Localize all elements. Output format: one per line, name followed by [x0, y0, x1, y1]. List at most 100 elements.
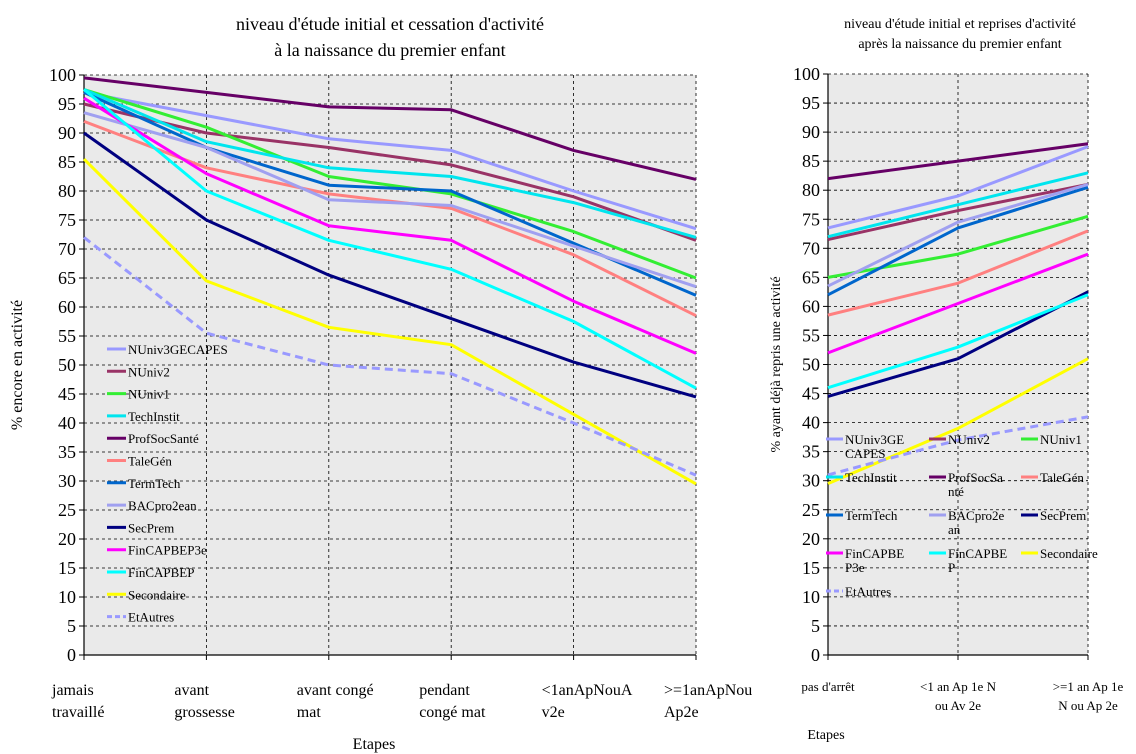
- legend-label: TermTech: [128, 476, 181, 491]
- y-tick-label: 85: [58, 152, 76, 172]
- legend-label: nté: [948, 484, 964, 499]
- y-tick-label: 15: [802, 558, 820, 578]
- x-tick-label: travaillé: [52, 704, 104, 721]
- series-line-SecPrem: [827, 290, 1089, 398]
- legend-label: BACpro2ean: [128, 498, 197, 513]
- legend-label: NUniv3GECAPES: [128, 342, 228, 357]
- legend-label: NUniv1: [128, 387, 170, 402]
- legend-label: an: [948, 522, 961, 537]
- y-tick-label: 25: [802, 500, 820, 520]
- series-line-FinCAPBEP: [827, 293, 1089, 390]
- x-tick-label: v2e: [542, 704, 565, 721]
- y-tick-label: 75: [802, 209, 820, 229]
- y-tick-label: 0: [67, 645, 76, 665]
- series-line-BACpro2ean: [827, 182, 1089, 288]
- legend-label: EtAutres: [845, 584, 891, 599]
- x-tick-label: avant: [174, 682, 209, 699]
- series-line-EtAutres: [827, 415, 1089, 477]
- legend-label: P: [948, 560, 955, 575]
- series-line-Secondaire: [82, 158, 697, 486]
- y-tick-label: 5: [811, 616, 820, 636]
- y-tick-label: 20: [58, 529, 76, 549]
- legend-label: NUniv2: [128, 364, 170, 379]
- y-tick-label: 55: [802, 325, 820, 345]
- y-tick-label: 60: [802, 296, 820, 316]
- y-tick-label: 100: [49, 65, 76, 85]
- x-tick-label: pas d'arrêt: [801, 679, 855, 694]
- legend-label: SecPrem: [1040, 508, 1086, 523]
- chart-title-line: à la naissance du premier enfant: [274, 40, 505, 60]
- legend-label: TechInstit: [128, 409, 180, 424]
- y-tick-label: 30: [58, 471, 76, 491]
- series-line-Secondaire: [827, 357, 1089, 485]
- series-line-ProfSocSanté: [827, 142, 1089, 181]
- x-tick-label: grossesse: [174, 704, 234, 721]
- y-tick-label: 15: [58, 558, 76, 578]
- y-tick-label: 60: [58, 297, 76, 317]
- chart-reprises: niveau d'étude initial et reprises d'act…: [769, 17, 1124, 743]
- x-tick-label: >=1anApNou: [664, 682, 752, 699]
- y-tick-label: 45: [802, 384, 820, 404]
- y-tick-label: 70: [802, 238, 820, 258]
- series-line-TaleGén: [827, 229, 1089, 317]
- series-line-FinCAPBEP3e: [83, 96, 697, 355]
- x-axis-label: Etapes: [807, 728, 844, 743]
- y-tick-label: 45: [58, 384, 76, 404]
- series-line-TechInstit: [83, 88, 697, 239]
- legend-label: TaleGén: [1040, 470, 1084, 485]
- y-tick-label: 95: [802, 93, 820, 113]
- legend-label: FinCAPBEP: [128, 565, 194, 580]
- x-tick-label: Ap2e: [664, 704, 699, 721]
- series-line-SecPrem: [83, 131, 697, 399]
- legend-label: Secondaire: [1040, 546, 1098, 561]
- legend-label: FinCAPBE: [948, 546, 1007, 561]
- legend-label: P3e: [845, 560, 865, 575]
- y-tick-label: 70: [58, 239, 76, 259]
- x-tick-label: mat: [297, 704, 322, 721]
- series-line-BACpro2ean: [83, 111, 697, 289]
- x-tick-label: pendant: [419, 682, 470, 699]
- legend-label: BACpro2e: [948, 508, 1005, 523]
- legend-label: SecPrem: [128, 520, 174, 535]
- legend-label: ProfSocSanté: [128, 431, 199, 446]
- series-line-TermTech: [827, 185, 1089, 297]
- y-tick-label: 85: [802, 151, 820, 171]
- legend-label: NUniv1: [1040, 432, 1082, 447]
- y-tick-label: 75: [58, 210, 76, 230]
- series-line-FinCAPBEP3e: [827, 252, 1089, 355]
- x-tick-label: >=1 an Ap 1e: [1053, 679, 1124, 694]
- x-tick-label: <1 an Ap 1e N: [920, 679, 997, 694]
- series-line-EtAutres: [83, 236, 697, 477]
- x-tick-label: <1anApNouA: [542, 682, 633, 699]
- y-tick-label: 55: [58, 326, 76, 346]
- legend-label: FinCAPBE: [845, 546, 904, 561]
- series-line-NUniv3GECAPES: [83, 90, 697, 231]
- y-tick-label: 40: [58, 413, 76, 433]
- legend-label: ProfSocSa: [948, 470, 1003, 485]
- y-tick-label: 50: [58, 355, 76, 375]
- legend-label: EtAutres: [128, 610, 174, 625]
- series-line-NUniv2: [827, 182, 1089, 242]
- x-tick-label: N ou Ap 2e: [1058, 698, 1118, 713]
- legend-label: FinCAPBEP3e: [128, 543, 207, 558]
- y-tick-label: 35: [58, 442, 76, 462]
- series-line-TechInstit: [827, 171, 1089, 239]
- x-axis-label: Etapes: [353, 736, 396, 753]
- series-line-NUniv2: [83, 102, 697, 242]
- legend-label: Secondaire: [128, 587, 186, 602]
- y-tick-label: 10: [802, 587, 820, 607]
- y-tick-label: 10: [58, 587, 76, 607]
- y-tick-label: 30: [802, 471, 820, 491]
- x-tick-label: ou Av 2e: [935, 698, 981, 713]
- x-tick-label: jamais: [51, 682, 94, 699]
- legend-label: NUniv2: [948, 432, 990, 447]
- series-line-NUniv1: [827, 214, 1089, 279]
- y-tick-label: 65: [58, 268, 76, 288]
- legend-label: TaleGén: [128, 454, 172, 469]
- legend-label: CAPES: [845, 446, 885, 461]
- y-tick-label: 65: [802, 267, 820, 287]
- chart-title-line: niveau d'étude initial et reprises d'act…: [844, 17, 1076, 32]
- y-tick-label: 35: [802, 442, 820, 462]
- y-tick-label: 20: [802, 529, 820, 549]
- y-axis-label: % ayant déjà repris une activité: [769, 276, 784, 452]
